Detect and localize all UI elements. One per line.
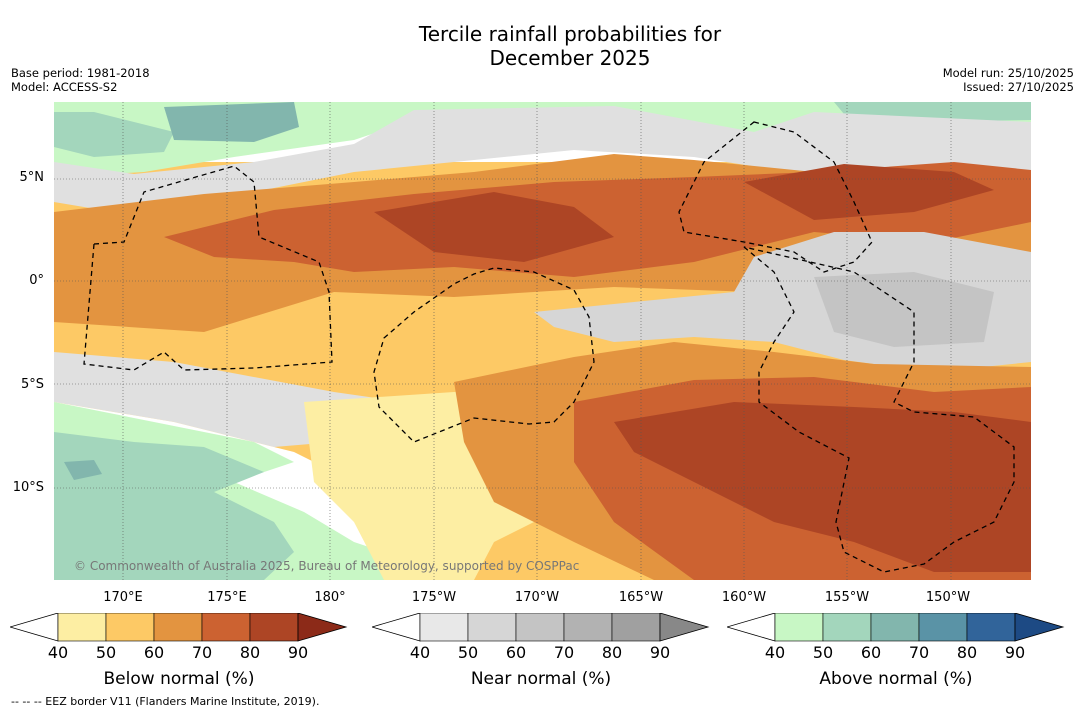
colorbar-segment (153, 613, 203, 642)
lon-label-160w: 160°W (721, 590, 767, 605)
lat-label-5n: 5°N (19, 170, 45, 185)
lat-label-0: 0° (29, 273, 44, 288)
lon-label-170w: 170°W (514, 590, 560, 605)
above-normal-sw-60 (54, 432, 294, 580)
base-period: Base period: 1981-2018 (11, 66, 150, 80)
colorbar-tick-label: 90 (1004, 643, 1026, 662)
near-normal-north (54, 106, 1031, 212)
colorbar-tick-label: 40 (409, 643, 431, 662)
colorbar-segment (870, 613, 920, 642)
colorbar-segment (966, 613, 1016, 642)
colorbar-tick-label: 60 (143, 643, 165, 662)
colorbar-tick-label: 80 (956, 643, 978, 662)
colorbar-extend-high (297, 613, 348, 642)
colorbar-title-below: Below normal (%) (103, 669, 255, 689)
colorbar-tick-label: 40 (764, 643, 786, 662)
chart-title: Tercile rainfall probabilities for Decem… (0, 22, 1085, 70)
model-name: Model: ACCESS-S2 (11, 80, 118, 94)
colorbar-tick-label: 40 (47, 643, 69, 662)
colorbar-tick-label: 60 (860, 643, 882, 662)
colorbar-segment (105, 613, 155, 642)
eez-border-south-east (743, 246, 1015, 573)
colorbar-tick-label: 70 (908, 643, 930, 662)
colorbar-above-normal (727, 613, 1065, 642)
title-line-1: Tercile rainfall probabilities for (418, 22, 722, 46)
colorbar-tick-label: 80 (601, 643, 623, 662)
colorbar-segment (611, 613, 661, 642)
colorbar-segment (467, 613, 517, 642)
colorbar-extend-low (372, 613, 421, 642)
colorbar-extend-high (659, 613, 710, 642)
colorbar-extend-low (727, 613, 776, 642)
colorbar-segment (419, 613, 469, 642)
colorbar-segment (774, 613, 824, 642)
eez-border-central (373, 267, 595, 443)
lon-label-150w: 150°W (925, 590, 971, 605)
colorbar-tick-label: 90 (287, 643, 309, 662)
map-svg (54, 102, 1031, 580)
colorbar-tick-label: 90 (649, 643, 671, 662)
above-normal-north-3 (164, 102, 299, 142)
meta-left: Base period: 1981-2018 Model: ACCESS-S2 (11, 66, 150, 94)
title-line-2: December 2025 (489, 46, 651, 70)
above-normal-north-2 (54, 112, 174, 157)
colorbar-segment (57, 613, 107, 642)
colorbar-segment (249, 613, 299, 642)
lon-label-180: 180° (314, 590, 346, 605)
colorbar-segment (515, 613, 565, 642)
colorbar-segment (918, 613, 968, 642)
lon-label-155w: 155°W (824, 590, 870, 605)
above-normal-sw-70 (64, 460, 102, 480)
eez-border-west (83, 165, 333, 371)
colorbar-near-normal (372, 613, 710, 642)
colorbar-segment (201, 613, 251, 642)
colorbar-below-normal (10, 613, 348, 642)
colorbar-tick-label: 50 (457, 643, 479, 662)
colorbar-segment (822, 613, 872, 642)
eez-border-north-east (678, 121, 873, 273)
lon-label-170e: 170°E (103, 590, 143, 605)
colorbar-tick-label: 50 (812, 643, 834, 662)
colorbar-extend-high (1014, 613, 1065, 642)
lon-label-175w: 175°W (411, 590, 457, 605)
colorbar-segment (563, 613, 613, 642)
copyright-notice: © Commonwealth of Australia 2025, Bureau… (74, 559, 580, 573)
lon-label-165w: 165°W (618, 590, 664, 605)
colorbar-tick-label: 50 (95, 643, 117, 662)
lat-label-5s: 5°S (20, 377, 44, 392)
colorbar-title-near: Near normal (%) (470, 669, 612, 689)
below-normal-80-south (614, 402, 1031, 572)
colorbar-tick-label: 70 (191, 643, 213, 662)
meta-right: Model run: 25/10/2025 Issued: 27/10/2025 (943, 66, 1074, 94)
near-normal-center-60 (814, 272, 994, 347)
colorbar-tick-label: 80 (239, 643, 261, 662)
colorbar-tick-label: 70 (553, 643, 575, 662)
below-normal-80-a (374, 192, 614, 262)
footer-legend: -- -- -- EEZ border V11 (Flanders Marine… (11, 695, 320, 708)
lon-label-175e: 175°E (207, 590, 247, 605)
below-normal-80-b (744, 164, 994, 220)
colorbar-extend-low (10, 613, 59, 642)
lat-label-10s: 10°S (12, 480, 44, 495)
issued-date: Issued: 27/10/2025 (963, 80, 1074, 94)
colorbar-tick-label: 60 (505, 643, 527, 662)
model-run: Model run: 25/10/2025 (942, 66, 1074, 80)
colorbar-title-above: Above normal (%) (819, 669, 973, 689)
probability-map[interactable]: © Commonwealth of Australia 2025, Bureau… (54, 102, 1031, 580)
graticule (54, 102, 1031, 580)
eez-borders (83, 121, 1015, 573)
